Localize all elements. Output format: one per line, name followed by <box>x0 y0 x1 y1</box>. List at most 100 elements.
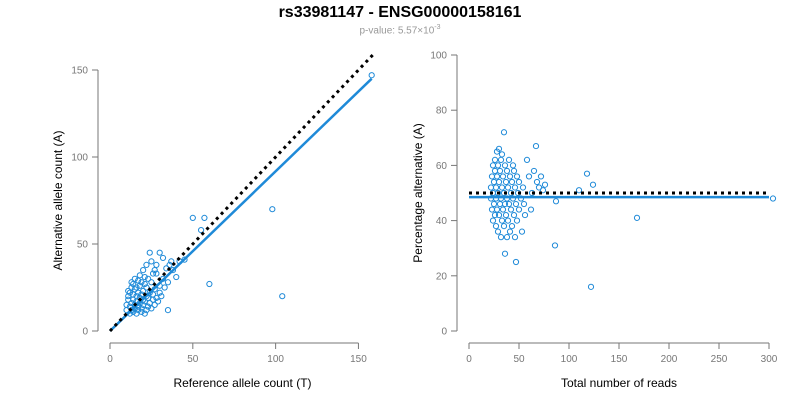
data-point <box>488 206 496 213</box>
data-point <box>164 279 172 286</box>
data-point <box>491 211 499 219</box>
data-point <box>503 167 511 175</box>
data-point <box>156 289 163 296</box>
data-point <box>201 214 208 221</box>
data-point <box>501 250 509 257</box>
x-tick-label: 50 <box>187 354 199 365</box>
data-point <box>519 184 527 191</box>
data-point <box>496 200 504 208</box>
data-point <box>138 279 145 286</box>
data-point <box>512 200 520 208</box>
data-point <box>133 284 140 291</box>
data-point <box>533 178 541 186</box>
data-point <box>166 261 173 268</box>
fit-line <box>109 77 373 332</box>
data-point <box>504 217 512 224</box>
data-point <box>494 189 502 197</box>
data-point <box>495 145 503 152</box>
x-axis-title: Reference allele count (T) <box>173 376 311 390</box>
x-tick-label: 0 <box>107 354 113 365</box>
y-tick-label: 0 <box>441 327 447 338</box>
data-point <box>161 284 168 291</box>
data-point <box>506 228 514 235</box>
data-point <box>143 261 150 268</box>
data-point <box>505 200 513 208</box>
x-tick-label: 100 <box>267 354 284 365</box>
data-point <box>135 277 142 284</box>
data-point <box>504 184 512 191</box>
y-tick-label: 100 <box>430 51 447 62</box>
y-tick-label: 100 <box>71 153 88 164</box>
data-point <box>168 258 175 265</box>
data-point <box>158 293 165 300</box>
data-point <box>508 223 516 230</box>
data-point <box>506 173 514 180</box>
data-point <box>154 298 162 305</box>
data-point <box>508 178 516 186</box>
x-tick-label: 300 <box>761 354 778 365</box>
data-point <box>518 228 526 235</box>
data-point <box>541 181 549 188</box>
y-axis-title: Alternative allele count (A) <box>51 130 65 270</box>
data-point <box>487 184 495 191</box>
data-point <box>521 211 529 219</box>
data-point <box>489 162 497 169</box>
data-point <box>135 307 142 314</box>
data-point <box>511 234 519 241</box>
data-point <box>523 156 531 163</box>
data-point <box>493 206 501 213</box>
x-tick-label: 150 <box>611 354 628 365</box>
data-point <box>279 293 286 300</box>
data-point <box>498 184 506 191</box>
data-point <box>169 267 177 274</box>
x-tick-label: 250 <box>711 354 728 365</box>
data-point <box>148 279 155 286</box>
data-point <box>532 142 540 150</box>
data-point <box>501 200 509 208</box>
data-point <box>143 293 150 300</box>
y-tick-label: 20 <box>436 271 448 282</box>
data-point <box>164 307 172 314</box>
data-point <box>143 284 150 291</box>
data-point <box>587 283 595 290</box>
pvalue-subtitle: p-value: 5.57×10-3 <box>0 24 800 36</box>
data-point <box>125 287 132 295</box>
data-point <box>144 275 152 282</box>
data-point <box>502 211 510 219</box>
pvalue-exponent: -3 <box>434 24 441 31</box>
data-point <box>510 211 518 219</box>
y-tick-label: 40 <box>436 216 448 227</box>
data-point <box>148 305 155 312</box>
data-point <box>159 254 167 262</box>
data-point <box>499 173 507 180</box>
data-point <box>499 206 507 213</box>
data-point <box>144 303 152 310</box>
data-point <box>181 256 188 263</box>
page-title: rs33981147 - ENSG00000158161 <box>278 4 522 21</box>
data-point <box>189 214 196 221</box>
data-point <box>503 234 511 241</box>
y-tick-label: 80 <box>436 106 448 117</box>
data-point <box>511 184 519 191</box>
y-tick-label: 60 <box>436 161 448 172</box>
data-point <box>148 258 155 265</box>
x-tick-label: 100 <box>561 354 578 365</box>
pvalue-text: p-value: 5.57×10 <box>359 25 435 37</box>
y-tick-label: 50 <box>77 240 89 251</box>
data-point <box>589 181 597 188</box>
data-point <box>140 267 147 274</box>
data-point <box>497 156 505 163</box>
data-point <box>151 301 158 308</box>
data-point <box>197 226 205 234</box>
x-axis-title: Total number of reads <box>561 376 677 390</box>
data-point <box>513 173 521 180</box>
x-tick-label: 50 <box>513 354 525 365</box>
data-point <box>502 178 510 186</box>
data-point <box>130 280 137 288</box>
data-point <box>491 167 499 175</box>
data-point <box>141 280 148 288</box>
x-tick-label: 0 <box>466 354 472 365</box>
data-point <box>509 162 517 169</box>
data-point <box>527 206 535 213</box>
